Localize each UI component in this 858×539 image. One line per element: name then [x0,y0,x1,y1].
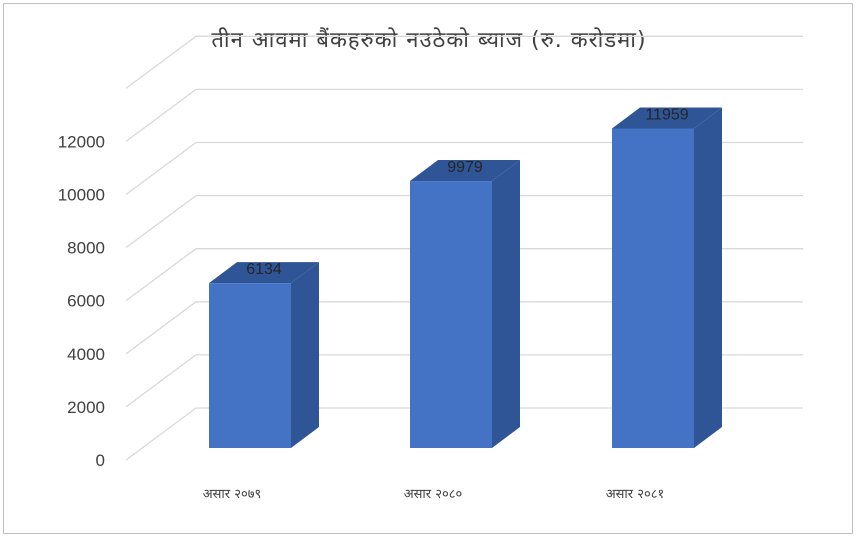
x-tick-label: असार २०८० [404,487,463,502]
bar-front [209,283,291,448]
y-tick-label: 4000 [67,345,105,364]
bar-top [209,262,319,284]
bar-front [612,128,694,448]
bar [410,160,520,448]
bar-side [291,262,319,448]
y-tick-label: 8000 [67,239,105,258]
gridline [125,248,803,302]
bar-top [410,160,520,182]
y-tick-label: 0 [96,451,105,470]
bar [209,262,319,448]
gridline [125,407,803,461]
x-tick-label: असार २०८१ [606,487,665,502]
chart-title: तीन आवमा बैंकहरुको नउठेको ब्याज (रु. करो… [211,28,647,53]
y-tick-label: 12000 [58,132,105,151]
data-label: 6134 [246,261,282,278]
bar-front [410,181,492,448]
x-tick-label: असार २०७९ [203,487,262,502]
gridline [125,141,803,196]
gridline [125,88,803,142]
bar [612,107,722,448]
gridline [125,301,803,355]
gridline [125,35,803,89]
bar-top [612,107,722,129]
bar-side [694,107,722,448]
gridline [125,354,803,408]
bar-side [492,160,520,448]
y-tick-label: 2000 [67,398,105,417]
y-tick-label: 10000 [58,186,105,205]
data-label: 11959 [645,106,688,123]
data-label: 9979 [447,159,483,176]
y-tick-label: 6000 [67,292,105,311]
gridline [125,194,803,249]
